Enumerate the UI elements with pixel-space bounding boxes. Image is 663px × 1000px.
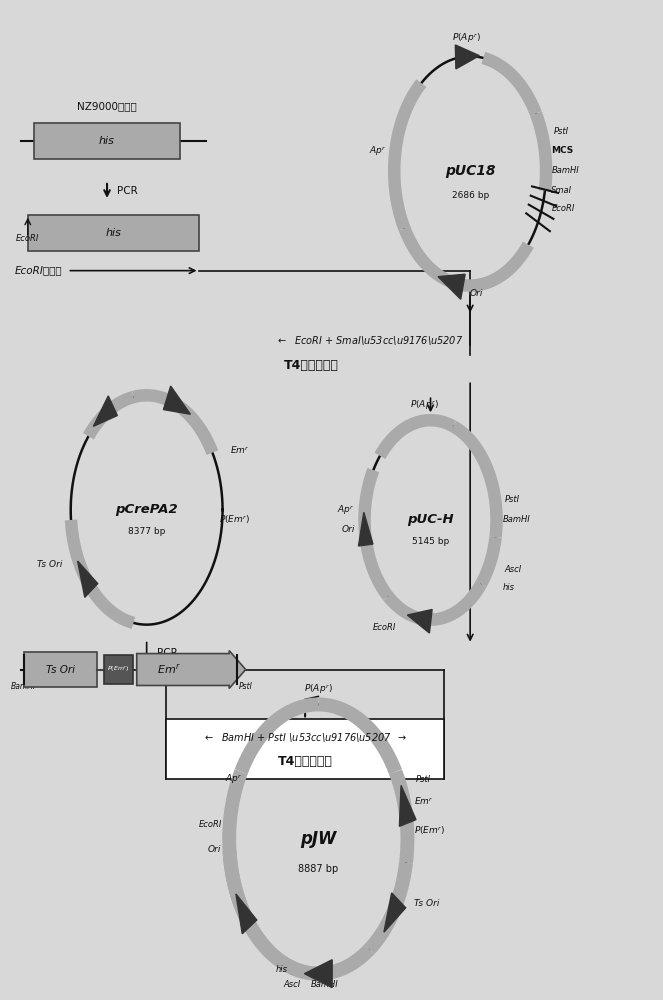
- Text: PstI: PstI: [505, 495, 520, 504]
- Text: Ori: Ori: [470, 289, 483, 298]
- Text: Ori: Ori: [341, 525, 355, 534]
- FancyBboxPatch shape: [166, 719, 444, 779]
- Text: $P(Ap^r)$: $P(Ap^r)$: [452, 31, 481, 45]
- Text: EcoRI: EcoRI: [552, 204, 575, 213]
- FancyBboxPatch shape: [103, 655, 133, 684]
- Text: BamHI: BamHI: [552, 166, 579, 175]
- FancyBboxPatch shape: [25, 652, 97, 687]
- Text: Ori: Ori: [208, 845, 221, 854]
- Text: 8377 bp: 8377 bp: [128, 527, 165, 536]
- Polygon shape: [399, 785, 416, 826]
- Polygon shape: [304, 960, 332, 988]
- Text: 2686 bp: 2686 bp: [452, 191, 489, 200]
- FancyBboxPatch shape: [34, 123, 180, 159]
- Polygon shape: [164, 386, 190, 414]
- Text: PCR: PCR: [156, 648, 177, 658]
- Text: PCR: PCR: [117, 186, 138, 196]
- Text: AscI: AscI: [283, 980, 300, 989]
- Text: EcoRI: EcoRI: [16, 234, 40, 243]
- Text: pUC-H: pUC-H: [407, 513, 454, 526]
- Text: his: his: [503, 583, 515, 592]
- Text: $P(Em^r)$: $P(Em^r)$: [414, 825, 446, 837]
- Text: $\leftarrow$  BamHI + PstI \u53cc\u9176\u5207  $\rightarrow$: $\leftarrow$ BamHI + PstI \u53cc\u9176\u…: [203, 731, 407, 744]
- Text: Ts Ori: Ts Ori: [46, 665, 76, 675]
- Text: NZ9000基因组: NZ9000基因组: [77, 101, 137, 111]
- Text: $Em^r$: $Em^r$: [231, 444, 251, 456]
- Text: SmaI: SmaI: [552, 186, 572, 195]
- Text: $P(Em^r)$: $P(Em^r)$: [219, 514, 251, 526]
- Text: his: his: [99, 136, 115, 146]
- Text: $Em^r$: $Em^r$: [414, 795, 434, 807]
- Text: $Em^r$: $Em^r$: [157, 663, 181, 676]
- Text: pCrePA2: pCrePA2: [115, 503, 178, 516]
- Polygon shape: [384, 893, 406, 932]
- Text: $P(Em^r)$: $P(Em^r)$: [107, 665, 130, 674]
- Text: $Ap^r$: $Ap^r$: [369, 144, 387, 158]
- FancyArrow shape: [137, 651, 246, 688]
- Text: $P(Ap^r)$: $P(Ap^r)$: [304, 682, 333, 696]
- Polygon shape: [438, 274, 465, 299]
- Text: T4连接酶连接: T4连接酶连接: [284, 359, 339, 372]
- Text: pJW: pJW: [300, 830, 337, 848]
- Text: BamHI: BamHI: [311, 980, 339, 989]
- FancyBboxPatch shape: [28, 215, 200, 251]
- Text: EcoRI单酶切: EcoRI单酶切: [15, 266, 62, 276]
- Polygon shape: [407, 609, 432, 633]
- Polygon shape: [236, 894, 257, 934]
- Polygon shape: [78, 561, 97, 597]
- Text: AscI: AscI: [505, 565, 522, 574]
- Polygon shape: [455, 45, 479, 69]
- Text: PstI: PstI: [239, 682, 253, 691]
- Polygon shape: [359, 512, 373, 546]
- Text: pUC18: pUC18: [445, 164, 495, 178]
- Text: his: his: [276, 965, 288, 974]
- Text: MCS: MCS: [552, 146, 573, 155]
- Text: EcoRI: EcoRI: [373, 623, 396, 632]
- Text: EcoRI: EcoRI: [199, 820, 223, 829]
- Text: $Ap^r$: $Ap^r$: [225, 772, 243, 786]
- Text: PstI: PstI: [415, 775, 430, 784]
- Text: his: his: [105, 228, 121, 238]
- Text: Ts Ori: Ts Ori: [37, 560, 63, 569]
- Text: T4连接酶连接: T4连接酶连接: [278, 755, 333, 768]
- Text: 5145 bp: 5145 bp: [412, 537, 449, 546]
- Polygon shape: [93, 396, 117, 426]
- Text: $P(Ap^r)$: $P(Ap^r)$: [410, 398, 438, 412]
- Text: $Ap^r$: $Ap^r$: [337, 503, 355, 517]
- Text: BamHI: BamHI: [11, 682, 36, 691]
- Text: $\leftarrow$  EcoRI + SmaI\u53cc\u9176\u5207: $\leftarrow$ EcoRI + SmaI\u53cc\u9176\u5…: [276, 334, 463, 347]
- Text: 8887 bp: 8887 bp: [298, 864, 338, 874]
- Text: Ts Ori: Ts Ori: [414, 899, 440, 908]
- Text: BamHI: BamHI: [503, 515, 531, 524]
- Text: PstI: PstI: [554, 127, 569, 136]
